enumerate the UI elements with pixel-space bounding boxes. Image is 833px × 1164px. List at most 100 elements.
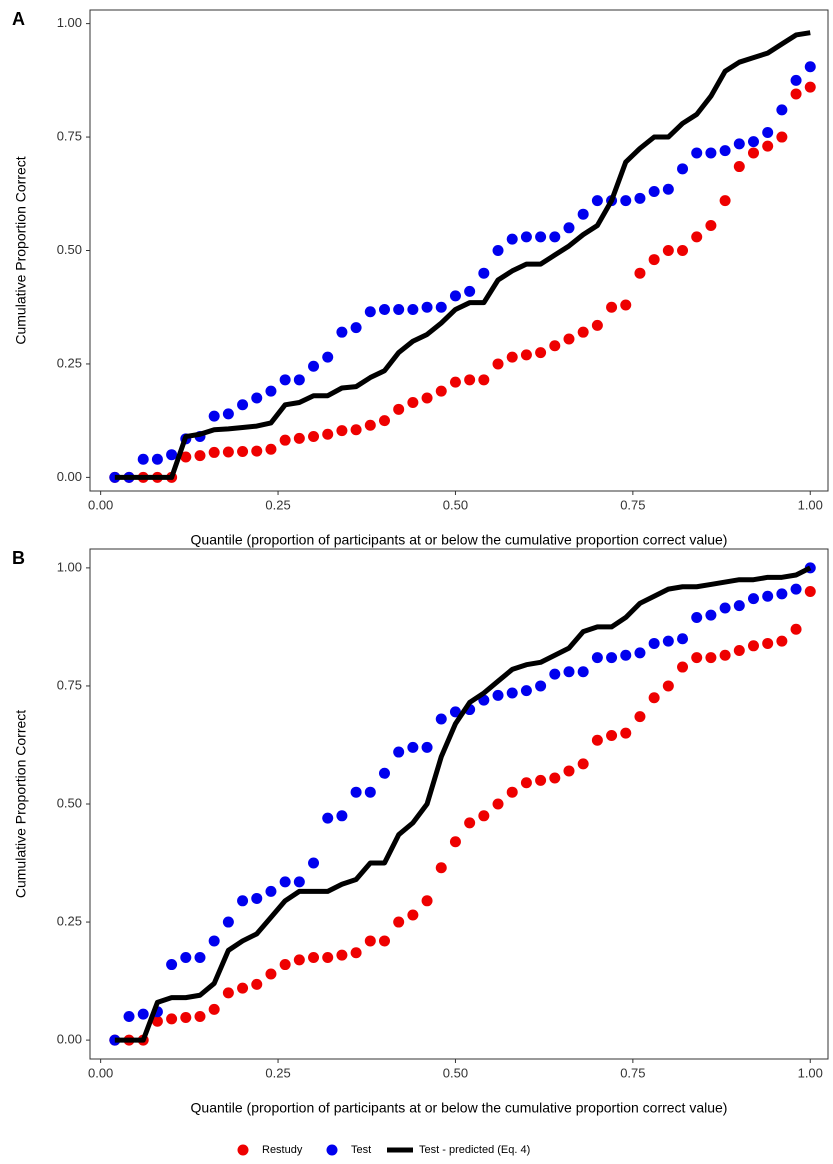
data-point <box>535 231 547 243</box>
data-point <box>350 786 362 798</box>
data-point <box>492 689 504 701</box>
data-point <box>577 758 589 770</box>
y-tick-label: 0.75 <box>57 128 82 143</box>
data-point <box>662 183 674 195</box>
data-point <box>535 680 547 692</box>
legend-key <box>237 1144 249 1156</box>
legend-label: Restudy <box>262 1144 303 1156</box>
data-point <box>691 231 703 243</box>
data-point <box>322 428 334 440</box>
data-point <box>804 586 816 597</box>
data-point <box>549 340 561 352</box>
data-point <box>421 895 433 907</box>
data-point <box>648 186 660 198</box>
data-point <box>449 706 461 718</box>
data-point <box>378 935 390 947</box>
data-point <box>393 303 405 315</box>
data-point <box>336 425 348 437</box>
legend-label: Test - predicted (Eq. 4) <box>419 1144 530 1156</box>
data-point <box>151 453 163 465</box>
legend-label: Test <box>351 1144 371 1156</box>
data-point <box>208 935 220 947</box>
x-tick-label: 0.75 <box>620 497 645 512</box>
data-point <box>620 649 632 661</box>
data-point <box>606 301 618 313</box>
data-point <box>322 951 334 963</box>
data-point <box>591 319 603 331</box>
data-point <box>435 301 447 313</box>
data-point <box>634 192 646 204</box>
data-point <box>492 358 504 370</box>
data-point <box>790 74 802 86</box>
data-point <box>535 774 547 786</box>
x-tick-label: 0.50 <box>443 1065 468 1080</box>
x-axis-title: Quantile (proportion of participants at … <box>191 532 728 548</box>
data-point <box>435 713 447 725</box>
data-point <box>322 351 334 363</box>
data-point <box>308 857 320 869</box>
data-point <box>293 876 305 888</box>
data-point <box>449 290 461 302</box>
y-axis-title: Cumulative Proportion Correct <box>13 156 29 344</box>
data-point <box>251 892 263 904</box>
data-point <box>705 609 717 621</box>
data-point <box>293 432 305 444</box>
data-point <box>166 449 178 461</box>
data-point <box>279 434 291 446</box>
data-point <box>790 583 802 595</box>
data-point <box>378 767 390 779</box>
data-point <box>208 1003 220 1015</box>
data-point <box>464 285 476 297</box>
data-point <box>577 326 589 338</box>
data-point <box>308 360 320 372</box>
data-point <box>364 419 376 431</box>
data-point <box>350 424 362 436</box>
data-point <box>137 453 149 465</box>
data-point <box>393 746 405 758</box>
data-point <box>577 666 589 678</box>
data-point <box>747 147 759 159</box>
data-point <box>634 711 646 723</box>
data-point <box>705 220 717 232</box>
data-point <box>506 351 518 363</box>
data-point <box>478 810 490 822</box>
data-point <box>322 812 334 824</box>
data-point <box>691 652 703 664</box>
data-point <box>393 403 405 415</box>
data-point <box>435 862 447 874</box>
data-point <box>591 652 603 664</box>
data-point <box>776 588 788 600</box>
data-point <box>762 127 774 139</box>
data-point <box>648 637 660 649</box>
data-point <box>648 692 660 704</box>
data-point <box>308 951 320 963</box>
data-point <box>393 916 405 928</box>
data-point <box>563 666 575 678</box>
data-point <box>364 935 376 947</box>
data-point <box>563 333 575 345</box>
data-point <box>180 951 192 963</box>
data-point <box>677 633 689 645</box>
x-tick-label: 1.00 <box>798 497 823 512</box>
data-point <box>549 231 561 243</box>
data-point <box>606 652 618 664</box>
data-point <box>733 161 745 173</box>
data-point <box>194 951 206 963</box>
y-tick-label: 1.00 <box>57 559 82 574</box>
data-point <box>421 392 433 404</box>
panel-label: B <box>12 548 25 568</box>
data-point <box>591 195 603 207</box>
x-tick-label: 0.75 <box>620 1065 645 1080</box>
data-point <box>378 415 390 427</box>
data-point <box>747 136 759 148</box>
data-point <box>237 982 249 994</box>
data-point <box>251 978 263 990</box>
data-point <box>776 635 788 647</box>
data-point <box>364 786 376 798</box>
data-point <box>719 145 731 157</box>
panel-label: A <box>12 9 25 29</box>
data-point <box>478 267 490 279</box>
data-point <box>449 836 461 848</box>
y-tick-label: 0.75 <box>57 677 82 692</box>
data-point <box>378 303 390 315</box>
